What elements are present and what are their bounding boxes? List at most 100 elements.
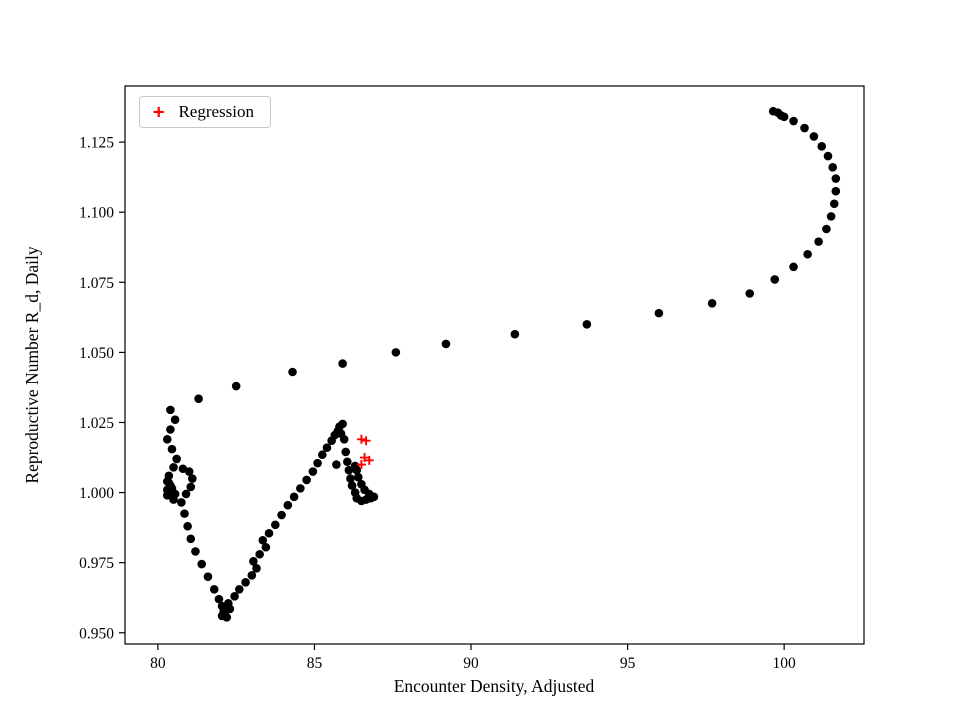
data-point — [181, 489, 191, 499]
data-point — [338, 419, 347, 429]
data-point — [166, 425, 175, 434]
data-point — [186, 482, 196, 492]
data-point — [823, 151, 833, 161]
y-tick-label: 1.125 — [79, 135, 114, 152]
data-point — [247, 571, 257, 580]
data-point — [745, 289, 755, 298]
data-point — [296, 484, 305, 493]
data-point — [288, 367, 297, 377]
x-tick-label: 100 — [773, 655, 797, 672]
data-point — [180, 509, 189, 518]
data-point — [814, 237, 823, 246]
data-point — [271, 520, 280, 530]
data-point — [249, 556, 258, 566]
data-point — [343, 457, 352, 467]
data-point — [162, 435, 172, 444]
data-point — [224, 599, 233, 608]
data-point — [817, 141, 827, 151]
y-tick-label: 1.075 — [79, 275, 114, 292]
data-point — [357, 479, 366, 489]
data-point — [339, 435, 349, 444]
data-point — [350, 461, 360, 471]
x-tick-label: 90 — [463, 655, 479, 672]
data-point — [167, 444, 177, 454]
data-point — [338, 359, 347, 368]
data-point — [169, 463, 178, 472]
data-point — [770, 275, 780, 284]
data-point — [169, 495, 178, 504]
data-point — [809, 132, 819, 141]
y-tick-label: 1.025 — [79, 415, 114, 432]
axes-border — [124, 85, 865, 645]
data-point — [230, 592, 239, 601]
data-point — [194, 394, 203, 403]
data-point — [197, 559, 207, 569]
regression-point — [356, 434, 366, 444]
data-points — [162, 106, 841, 622]
y-tick-label: 1.000 — [79, 485, 114, 502]
regression-point — [364, 455, 374, 465]
data-point — [707, 299, 717, 308]
data-point — [826, 212, 836, 221]
data-point — [188, 474, 197, 483]
y-tick-label: 0.950 — [79, 625, 114, 642]
data-point — [346, 474, 355, 483]
regression-point — [356, 460, 366, 470]
data-point — [341, 447, 351, 457]
data-point — [252, 563, 261, 573]
data-point — [353, 472, 363, 482]
data-point — [441, 339, 451, 349]
data-point — [831, 174, 841, 183]
data-point — [177, 498, 186, 507]
data-point — [184, 467, 194, 476]
data-point — [261, 542, 271, 552]
data-point — [191, 547, 200, 556]
regression-point — [361, 436, 371, 446]
data-point — [828, 163, 837, 172]
data-point — [283, 500, 293, 510]
data-point — [166, 405, 175, 415]
data-point — [231, 381, 241, 391]
data-point — [768, 106, 778, 116]
data-point — [264, 528, 274, 538]
data-point — [162, 491, 172, 500]
data-point — [789, 116, 798, 126]
data-point — [332, 460, 341, 469]
x-tick-label: 80 — [150, 655, 166, 672]
data-point — [313, 458, 322, 468]
legend-entry-label: Regression — [178, 102, 254, 121]
legend: + Regression — [139, 96, 271, 128]
data-point — [302, 475, 311, 485]
data-point — [582, 320, 592, 329]
axis-ticks: 80 85 90 95 100 0.950 0.975 1.000 1.025 1.050 1.07… — [79, 135, 796, 672]
data-point — [186, 534, 196, 544]
x-axis-label: Encounter Density, Adjusted — [394, 676, 595, 696]
data-point — [308, 467, 318, 476]
data-point — [822, 224, 831, 234]
data-point — [258, 535, 268, 545]
data-point — [510, 329, 520, 339]
data-point — [831, 186, 841, 196]
x-tick-label: 95 — [620, 655, 636, 672]
data-point — [183, 521, 192, 531]
data-point — [789, 262, 798, 272]
data-point — [172, 454, 181, 464]
data-point — [391, 348, 401, 357]
data-point — [170, 415, 180, 424]
y-tick-label: 1.100 — [79, 205, 114, 222]
data-point — [317, 450, 327, 460]
data-point — [277, 510, 286, 520]
legend-plus-marker-icon: + — [153, 101, 165, 123]
data-point — [654, 308, 664, 318]
y-tick-label: 0.975 — [79, 555, 114, 572]
data-point — [203, 572, 213, 582]
data-point — [234, 585, 244, 594]
data-point — [214, 594, 224, 604]
data-point — [322, 443, 332, 453]
data-point — [241, 578, 250, 587]
data-point — [347, 481, 357, 490]
data-point — [803, 249, 812, 259]
data-point — [344, 465, 354, 475]
